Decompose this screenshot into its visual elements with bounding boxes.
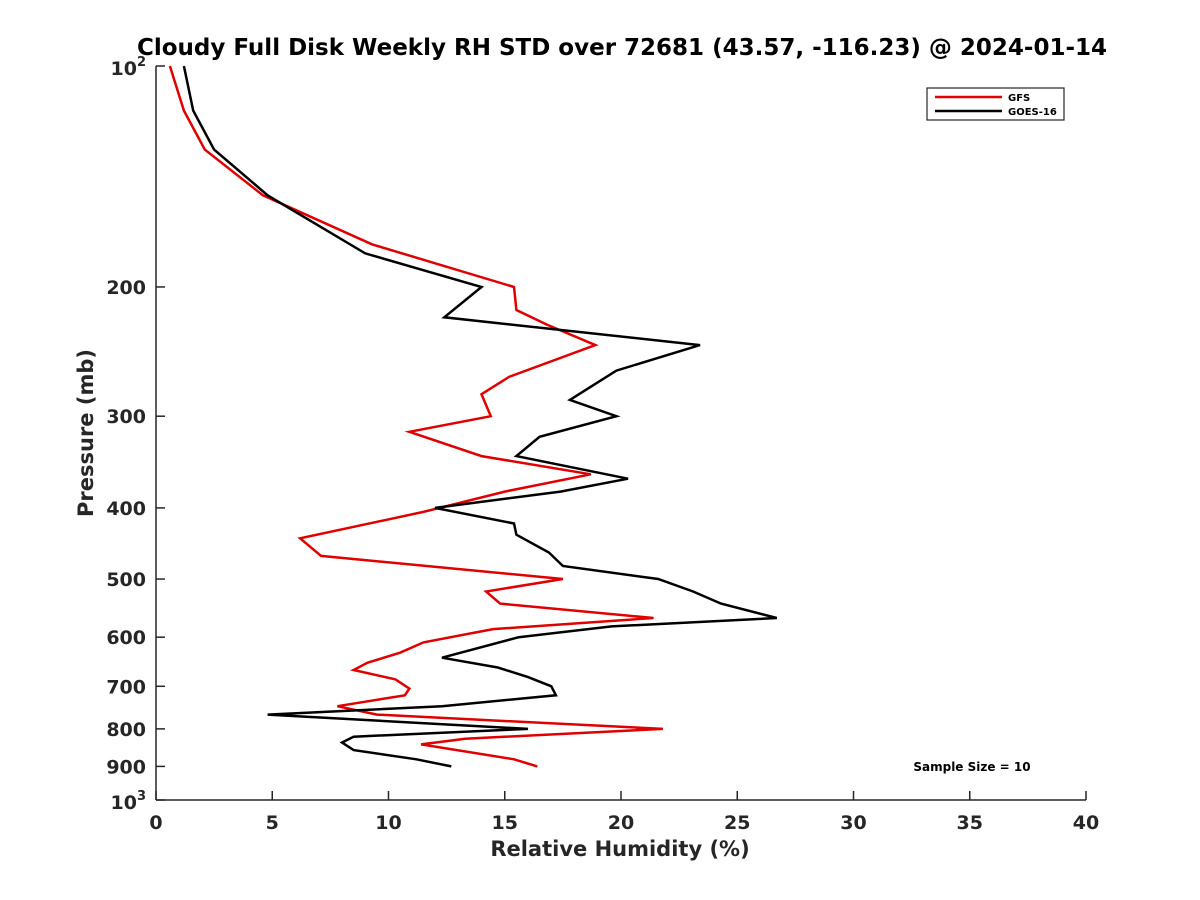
x-tick-label: 15	[492, 812, 518, 834]
y-tick-label: 500	[106, 569, 146, 591]
x-tick-label: 20	[608, 812, 634, 834]
y-tick-label: 102	[111, 55, 147, 80]
x-tick-label: 30	[840, 812, 866, 834]
y-tick-label: 400	[106, 498, 146, 520]
x-tick-label: 5	[266, 812, 279, 834]
legend-label: GFS	[1008, 93, 1030, 104]
x-tick-label: 35	[957, 812, 983, 834]
legend: GFS GOES-16	[926, 87, 1065, 121]
chart-title: Cloudy Full Disk Weekly RH STD over 7268…	[137, 35, 1107, 61]
series-line-goes-16	[182, 65, 778, 768]
x-tick-label: 40	[1073, 812, 1099, 834]
x-tick-label: 0	[149, 812, 162, 834]
y-tick-label: 700	[106, 676, 146, 698]
y-axis-label: Pressure (mb)	[74, 349, 98, 517]
y-tick-label: 200	[106, 277, 146, 299]
y-tick-label: 103	[111, 789, 147, 814]
y-tick-label: 600	[106, 627, 146, 649]
x-tick-label: 25	[724, 812, 750, 834]
x-tick-label: 10	[375, 812, 401, 834]
sample-size-annotation: Sample Size = 10	[913, 760, 1030, 774]
x-ticks: 0 5 10 15 20 25 30 35 40	[149, 791, 1099, 834]
y-ticks: 102 200 300 400 500 600 700 800 900 103	[106, 55, 165, 814]
x-axis-label: Relative Humidity (%)	[490, 837, 749, 861]
y-tick-label: 300	[106, 406, 146, 428]
legend-label: GOES-16	[1008, 107, 1057, 118]
legend-box	[926, 87, 1065, 121]
y-tick-label: 800	[106, 719, 146, 741]
y-tick-label: 900	[106, 756, 146, 778]
plot-area	[155, 66, 1086, 801]
series-group	[168, 65, 778, 768]
series-line-gfs	[168, 65, 663, 768]
